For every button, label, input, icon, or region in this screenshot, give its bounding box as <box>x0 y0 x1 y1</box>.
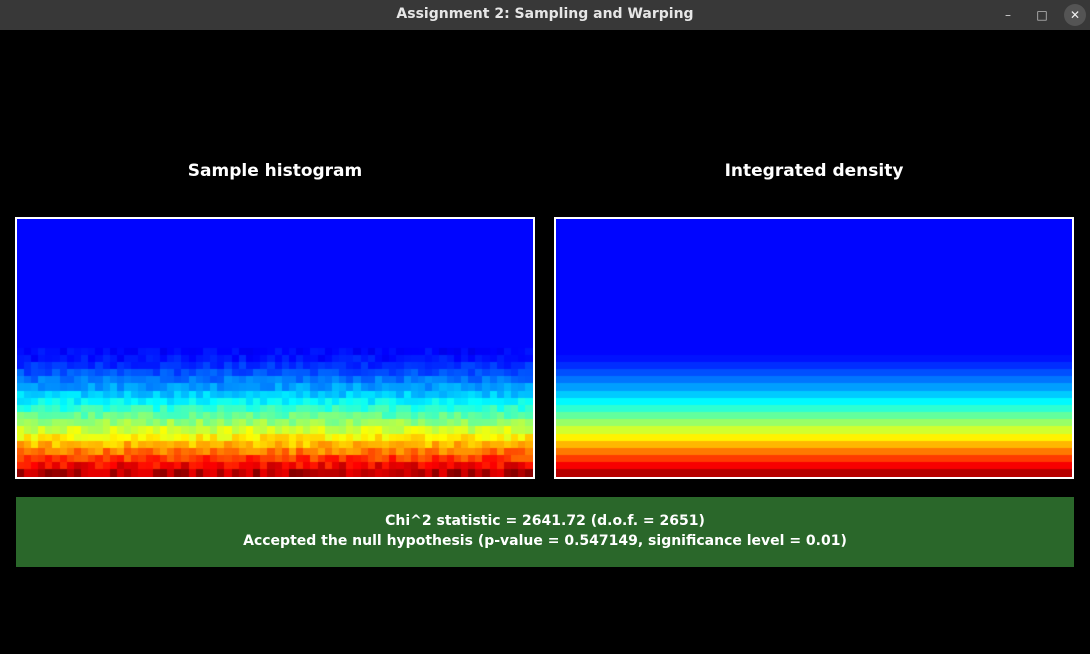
sample-histogram-canvas <box>17 219 533 477</box>
maximize-button[interactable]: □ <box>1036 8 1048 22</box>
chi2-statistic-text: Chi^2 statistic = 2641.72 (d.o.f. = 2651… <box>385 513 705 529</box>
integrated-density-title: Integrated density <box>724 161 904 181</box>
integrated-density-plot <box>554 217 1074 479</box>
sample-histogram-plot <box>15 217 535 479</box>
sample-histogram-title: Sample histogram <box>187 161 363 181</box>
window-title: Assignment 2: Sampling and Warping <box>396 6 694 22</box>
hypothesis-result-text: Accepted the null hypothesis (p-value = … <box>243 533 847 549</box>
minimize-button[interactable]: – <box>1005 8 1011 22</box>
close-button[interactable]: ✕ <box>1064 4 1086 26</box>
integrated-density-canvas <box>556 219 1072 477</box>
window-titlebar[interactable]: Assignment 2: Sampling and Warping – □ ✕ <box>0 0 1090 30</box>
chi2-result-box: Chi^2 statistic = 2641.72 (d.o.f. = 2651… <box>16 497 1074 567</box>
